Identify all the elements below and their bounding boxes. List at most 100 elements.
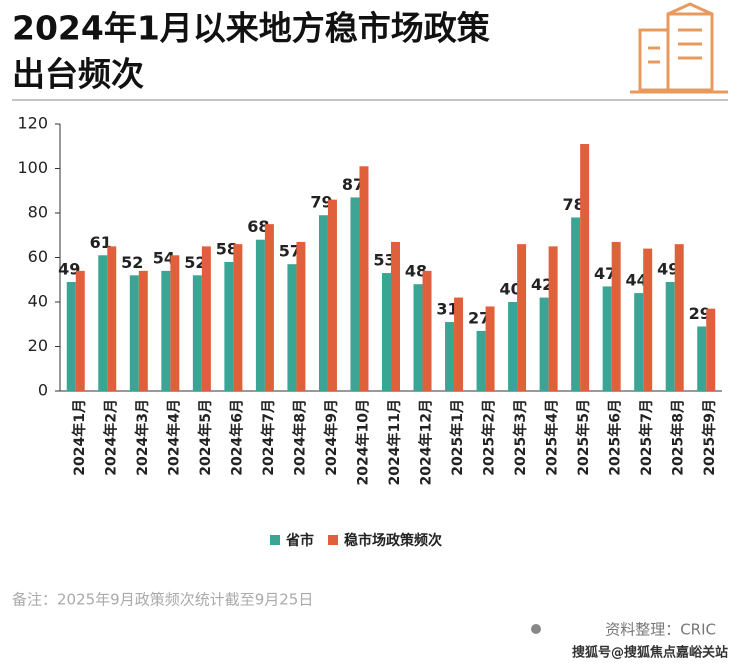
- bar: [665, 281, 675, 391]
- bar: [255, 239, 265, 391]
- y-tick-label: 40: [28, 292, 48, 311]
- data-label: 57: [279, 242, 301, 261]
- bar: [287, 264, 297, 391]
- data-label: 42: [531, 275, 553, 294]
- data-label: 79: [310, 193, 332, 212]
- chart-title: 出台频次: [12, 55, 144, 94]
- bar: [674, 244, 684, 391]
- data-label: 78: [563, 195, 585, 214]
- bar: [476, 330, 486, 391]
- legend-swatch: [328, 535, 338, 545]
- bar: [391, 241, 400, 391]
- legend-label: 稳市场政策频次: [344, 532, 442, 549]
- data-label: 68: [247, 217, 269, 236]
- data-label: 29: [689, 304, 711, 323]
- bar: [296, 241, 306, 391]
- legend-swatch: [270, 535, 280, 545]
- bar: [697, 326, 707, 391]
- x-tick-label: 2024年6月: [228, 399, 245, 476]
- x-tick-label: 2024年5月: [197, 399, 214, 476]
- bar: [571, 217, 581, 391]
- bar: [233, 244, 243, 391]
- data-label: 44: [626, 271, 648, 290]
- bar: [66, 281, 76, 391]
- bar: [454, 297, 464, 391]
- bar: [485, 306, 495, 391]
- x-tick-label: 2024年8月: [291, 399, 308, 476]
- data-label: 87: [342, 175, 364, 194]
- data-label: 53: [373, 251, 395, 270]
- data-label: 52: [121, 253, 143, 272]
- x-tick-label: 2025年5月: [575, 399, 592, 476]
- bar: [508, 302, 518, 391]
- bar: [359, 166, 369, 391]
- data-label: 48: [405, 262, 427, 281]
- x-tick-label: 2024年3月: [134, 399, 151, 476]
- bar: [350, 197, 360, 391]
- bar: [517, 244, 527, 391]
- x-tick-label: 2024年4月: [165, 399, 182, 476]
- bar: [580, 144, 590, 391]
- bar: [75, 270, 85, 391]
- x-tick-label: 2025年7月: [638, 399, 655, 476]
- x-tick-label: 2025年2月: [481, 399, 498, 476]
- data-label: 31: [436, 300, 458, 319]
- bar: [327, 199, 337, 391]
- bar: [138, 270, 148, 391]
- bar: [382, 273, 391, 391]
- data-label: 49: [58, 259, 80, 278]
- source: 资料整理：CRIC: [605, 621, 716, 639]
- data-label: 47: [594, 264, 616, 283]
- building-icon: [630, 2, 728, 94]
- data-label: 49: [657, 259, 679, 278]
- x-tick-label: 2024年9月: [323, 399, 340, 476]
- x-tick-label: 2024年2月: [102, 399, 119, 476]
- legend-label: 省市: [285, 532, 314, 549]
- data-label: 54: [153, 248, 175, 267]
- data-label: 61: [90, 233, 112, 252]
- y-tick-label: 80: [28, 203, 48, 222]
- x-tick-label: 2025年3月: [512, 399, 529, 476]
- x-tick-label: 2025年9月: [701, 399, 718, 476]
- x-tick-label: 2025年4月: [544, 399, 561, 476]
- chart-title: 2024年1月以来地方稳市场政策: [12, 9, 490, 48]
- data-label: 58: [216, 239, 238, 258]
- bar: [129, 275, 139, 391]
- y-tick-label: 60: [28, 247, 48, 266]
- bar: [192, 275, 202, 391]
- x-tick-label: 2024年7月: [260, 399, 277, 476]
- y-tick-label: 100: [17, 158, 48, 177]
- x-tick-label: 2025年1月: [449, 399, 466, 476]
- data-label: 40: [499, 280, 521, 299]
- bar: [413, 284, 423, 391]
- y-tick-label: 20: [28, 336, 48, 355]
- bar: [264, 224, 274, 391]
- bar: [161, 270, 171, 391]
- x-tick-label: 2024年12月: [418, 399, 435, 485]
- y-tick-label: 0: [38, 381, 48, 400]
- watermark: 搜狐号@搜狐焦点嘉峪关站: [572, 645, 728, 661]
- x-tick-label: 2025年8月: [670, 399, 687, 476]
- bar: [224, 261, 234, 391]
- bar: [318, 215, 328, 391]
- note: 备注：2025年9月政策频次统计截至9月25日: [12, 591, 313, 609]
- bar: [602, 286, 612, 391]
- bar: [422, 270, 432, 391]
- x-tick-label: 2025年6月: [607, 399, 624, 476]
- x-tick-label: 2024年10月: [354, 399, 371, 485]
- bullet: [531, 624, 541, 634]
- bar: [170, 255, 180, 391]
- bar: [539, 297, 549, 391]
- bar: [107, 246, 117, 391]
- bar: [548, 246, 558, 391]
- y-tick-label: 120: [17, 114, 48, 133]
- bar: [634, 293, 644, 391]
- bar: [98, 255, 108, 391]
- data-label: 52: [184, 253, 206, 272]
- bar: [201, 246, 211, 391]
- data-label: 27: [468, 308, 490, 327]
- x-tick-label: 2024年1月: [71, 399, 88, 476]
- bar: [706, 308, 716, 391]
- bar: [643, 248, 653, 391]
